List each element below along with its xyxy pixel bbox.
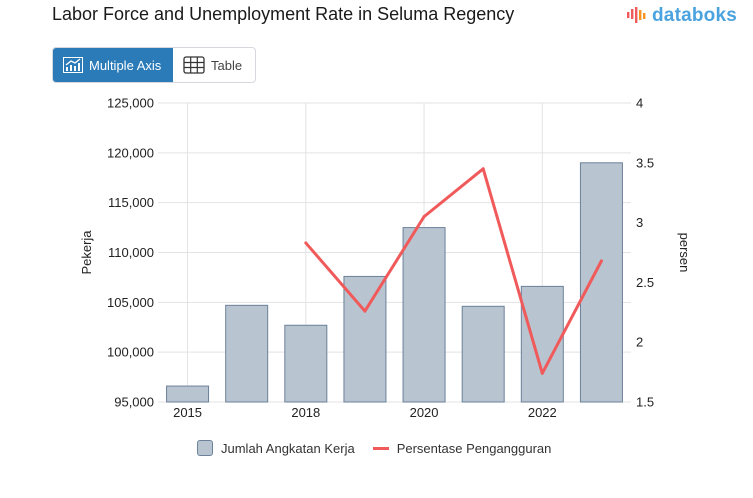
right-axis-tick-label: 1.5 (636, 395, 654, 410)
chart-line-icon (63, 57, 83, 73)
left-axis-tick-label: 125,000 (107, 96, 154, 111)
x-axis-tick-label: 2015 (173, 405, 202, 420)
x-axis-tick-label: 2022 (528, 405, 557, 420)
left-axis-tick-label: 115,000 (108, 195, 154, 210)
line-series (304, 167, 603, 375)
bar (225, 304, 269, 403)
right-axis-tick-label: 4 (636, 96, 643, 111)
left-axis-tick-label: 120,000 (107, 145, 154, 160)
legend-item-line[interactable]: Persentase Pengangguran (372, 440, 552, 456)
table-icon (183, 56, 205, 74)
chart-area: 95,000 100,000 105,000 110,000 115,000 120,00… (79, 96, 692, 421)
left-axis-title: Pekerja (79, 230, 94, 275)
x-axis-tick-label: 2020 (410, 405, 439, 420)
legend-bar-label: Jumlah Angkatan Kerja (221, 440, 355, 456)
line-point (481, 167, 485, 171)
line-point (422, 215, 426, 219)
multiple-axis-label: Multiple Axis (89, 57, 162, 73)
left-axis-tick-label: 105,000 (107, 295, 154, 310)
bar (402, 227, 446, 403)
right-axis-tick-label: 2.5 (636, 275, 654, 290)
legend-item-bar[interactable]: Jumlah Angkatan Kerja (197, 440, 355, 456)
unemployment-line (304, 167, 603, 375)
chart-title: Labor Force and Unemployment Rate in Sel… (52, 4, 515, 24)
legend-line-swatch (372, 446, 389, 450)
view-toggle: Multiple Axis Table (52, 47, 256, 83)
line-point (363, 309, 367, 313)
x-axis-tick-label: 2018 (291, 405, 320, 420)
bar (579, 162, 623, 403)
line-point (540, 371, 544, 375)
right-axis-tick-label: 2 (636, 335, 643, 350)
table-label: Table (211, 57, 243, 73)
left-axis-tick-label: 95,000 (114, 395, 154, 410)
bar (461, 305, 505, 403)
right-axis-tick-label: 3.5 (636, 155, 654, 170)
left-axis-tick-label: 100,000 (107, 345, 154, 360)
bar (166, 385, 210, 403)
left-axis-tick-label: 110,000 (108, 245, 154, 260)
right-axis-title: persen (677, 233, 692, 273)
legend: Jumlah Angkatan Kerja Persentase Pengang… (197, 440, 569, 456)
line-point (304, 241, 308, 245)
axes: 95,000 100,000 105,000 110,000 115,000 120,00… (79, 96, 692, 421)
legend-line-label: Persentase Pengangguran (396, 440, 552, 456)
bar (284, 324, 328, 403)
bar-series (166, 162, 623, 403)
legend-bar-swatch (197, 440, 213, 456)
databoks-logo-text: databoks (652, 5, 738, 26)
bar (343, 275, 387, 403)
line-point (599, 259, 603, 263)
right-axis-tick-label: 3 (636, 215, 643, 230)
multiple-axis-button[interactable]: Multiple Axis (53, 48, 173, 82)
databoks-logo[interactable]: databoks (626, 4, 737, 28)
databoks-logo-icon (627, 7, 646, 23)
table-button[interactable]: Table (173, 48, 255, 82)
